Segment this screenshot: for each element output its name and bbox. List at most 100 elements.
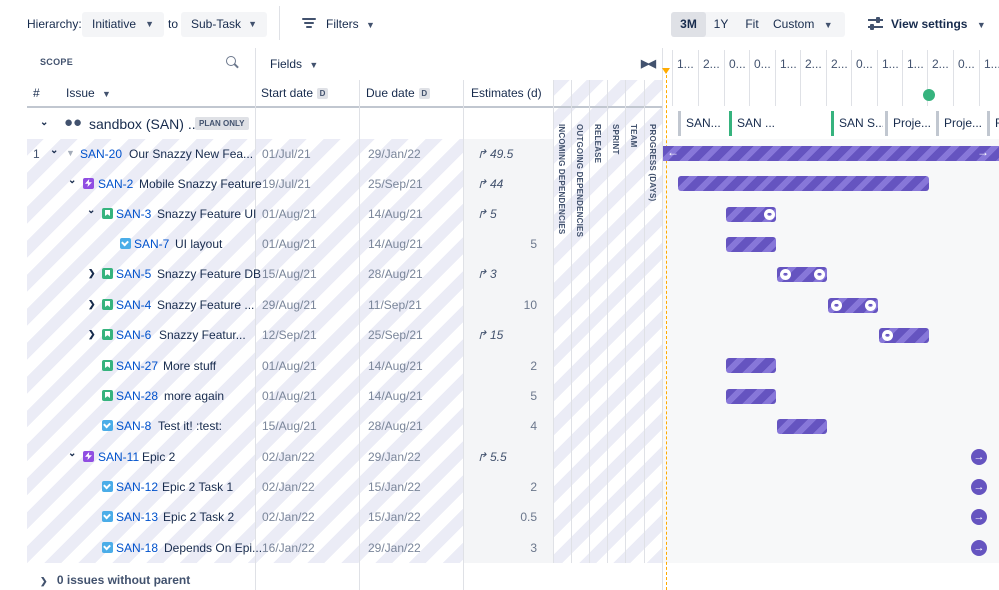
arrow-right-icon[interactable]: →: [971, 540, 987, 556]
link-icon[interactable]: ⚭: [865, 300, 876, 311]
link-icon[interactable]: ⚭: [831, 300, 842, 311]
issue-key-link[interactable]: SAN-28: [116, 389, 159, 403]
issue-key-link[interactable]: SAN-7: [134, 237, 170, 251]
release-marker[interactable]: Proje...: [936, 111, 984, 136]
chevron-down-icon[interactable]: ⌄: [87, 205, 96, 216]
issue-key-link[interactable]: SAN-13: [116, 510, 159, 524]
start-date-cell[interactable]: 02/Jan/22: [262, 450, 315, 464]
start-date-cell[interactable]: 01/Aug/21: [262, 389, 317, 403]
arrow-right-icon[interactable]: →: [971, 509, 987, 525]
timeline-bar[interactable]: [777, 419, 827, 434]
timeline-bar[interactable]: ⚭: [726, 207, 776, 222]
link-icon[interactable]: ⚭: [780, 269, 791, 280]
collapse-columns-icon[interactable]: ▶◀: [641, 58, 656, 70]
issue-key-link[interactable]: SAN-12: [116, 480, 159, 494]
start-date-cell[interactable]: 12/Sep/21: [262, 328, 317, 342]
link-icon[interactable]: ⚭: [764, 209, 775, 220]
milestone-dot[interactable]: [923, 89, 935, 101]
release-header[interactable]: RELEASE: [593, 124, 602, 164]
start-date-cell[interactable]: 02/Jan/22: [262, 480, 315, 494]
fields-button[interactable]: Fields ▼: [270, 57, 318, 71]
search-icon[interactable]: [226, 56, 236, 66]
issue-title[interactable]: Mobile Snazzy Feature: [139, 177, 262, 191]
due-date-cell[interactable]: 28/Aug/21: [368, 267, 423, 281]
due-date-cell[interactable]: 25/Sep/21: [368, 328, 423, 342]
estimate-cell[interactable]: 5: [530, 389, 537, 403]
start-date-cell[interactable]: 19/Jul/21: [262, 177, 311, 191]
issue-key-link[interactable]: SAN-18: [116, 541, 159, 555]
view-settings-button[interactable]: View settings ▼: [891, 17, 986, 31]
due-date-cell[interactable]: 29/Jan/22: [368, 147, 421, 161]
due-date-cell[interactable]: 14/Aug/21: [368, 389, 423, 403]
start-date-cell[interactable]: 15/Aug/21: [262, 419, 317, 433]
outgoing-deps-header[interactable]: OUTGOING DEPENDENCIES: [575, 124, 584, 238]
timeline-bar[interactable]: ← →: [663, 145, 999, 161]
col-start-header[interactable]: Start date D: [261, 86, 329, 100]
due-date-cell[interactable]: 15/Jan/22: [368, 510, 421, 524]
due-date-cell[interactable]: 15/Jan/22: [368, 480, 421, 494]
estimate-cell[interactable]: 0.5: [520, 510, 537, 524]
due-date-cell[interactable]: 29/Jan/22: [368, 450, 421, 464]
timeline-bar[interactable]: ⚭ ⚭: [828, 298, 878, 313]
filters-button[interactable]: Filters ▼: [326, 17, 375, 31]
start-date-cell[interactable]: 01/Aug/21: [262, 237, 317, 251]
start-date-cell[interactable]: 01/Aug/21: [262, 359, 317, 373]
chevron-right-icon[interactable]: ❯: [88, 299, 96, 309]
issue-key-link[interactable]: SAN-4: [116, 298, 152, 312]
release-marker[interactable]: R: [987, 111, 999, 136]
issue-key-link[interactable]: SAN-2: [98, 177, 134, 191]
time-1y-button[interactable]: 1Y: [713, 17, 729, 31]
timeline-bar[interactable]: [678, 176, 929, 191]
due-date-cell[interactable]: 25/Sep/21: [368, 177, 423, 191]
start-date-cell[interactable]: 01/Jul/21: [262, 147, 311, 161]
start-date-cell[interactable]: 15/Aug/21: [262, 267, 317, 281]
issue-key-link[interactable]: SAN-3: [116, 207, 152, 221]
start-date-cell[interactable]: 01/Aug/21: [262, 207, 317, 221]
estimate-cell[interactable]: 2: [530, 359, 537, 373]
issue-title[interactable]: Snazzy Feature DB: [157, 267, 262, 281]
start-date-cell[interactable]: 02/Jan/22: [262, 510, 315, 524]
estimate-rollup-cell[interactable]: 15: [490, 328, 504, 342]
chevron-down-icon[interactable]: ⌄: [68, 448, 77, 459]
timeline-bar[interactable]: [726, 237, 776, 252]
group-collapse-chevron[interactable]: ⌄: [40, 117, 49, 128]
team-header[interactable]: TEAM: [629, 124, 638, 148]
due-date-cell[interactable]: 14/Aug/21: [368, 359, 423, 373]
estimate-rollup-cell[interactable]: 3: [490, 267, 497, 281]
start-date-cell[interactable]: 16/Jan/22: [262, 541, 315, 555]
release-marker[interactable]: SAN...: [678, 111, 724, 136]
release-marker[interactable]: SAN ...: [729, 111, 777, 136]
hierarchy-from-select[interactable]: Initiative ▼: [82, 12, 164, 37]
link-icon[interactable]: ⚭: [814, 269, 825, 280]
issue-title[interactable]: UI layout: [175, 237, 223, 251]
timeline-bar[interactable]: [726, 358, 776, 373]
hierarchy-to-select[interactable]: Sub-Task ▼: [181, 12, 267, 37]
chevron-down-icon[interactable]: ⌄: [68, 175, 77, 186]
release-marker[interactable]: Proje...: [885, 111, 933, 136]
timeline-bar[interactable]: ⚭ ⚭: [777, 267, 827, 282]
estimate-rollup-cell[interactable]: 49.5: [490, 147, 514, 161]
chevron-right-icon[interactable]: ❯: [88, 268, 96, 278]
estimate-cell[interactable]: 5: [530, 237, 537, 251]
timeline-bar[interactable]: [726, 389, 776, 404]
progress-header[interactable]: PROGRESS (DAYS): [648, 124, 657, 202]
due-date-cell[interactable]: 28/Aug/21: [368, 419, 423, 433]
due-date-cell[interactable]: 14/Aug/21: [368, 207, 423, 221]
issue-title[interactable]: More stuff: [163, 359, 217, 373]
issue-key-link[interactable]: SAN-6: [116, 328, 152, 342]
due-date-cell[interactable]: 14/Aug/21: [368, 237, 423, 251]
estimate-cell[interactable]: 4: [530, 419, 537, 433]
estimate-cell[interactable]: 2: [530, 480, 537, 494]
issue-title[interactable]: Depends On Epi...: [164, 541, 263, 555]
incoming-deps-header[interactable]: INCOMING DEPENDENCIES: [557, 124, 566, 235]
issue-title[interactable]: Snazzy Feature UI: [157, 207, 257, 221]
sprint-header[interactable]: SPRINT: [611, 124, 620, 155]
link-icon[interactable]: ⚭: [882, 330, 893, 341]
issue-title[interactable]: more again: [164, 389, 225, 403]
arrow-right-icon[interactable]: →: [971, 479, 987, 495]
estimate-cell[interactable]: 10: [523, 298, 537, 312]
chevron-down-icon[interactable]: ⌄: [50, 145, 59, 156]
timeline-bar[interactable]: ⚭: [879, 328, 929, 343]
issue-key-link[interactable]: SAN-5: [116, 267, 152, 281]
arrow-right-icon[interactable]: →: [971, 449, 987, 465]
